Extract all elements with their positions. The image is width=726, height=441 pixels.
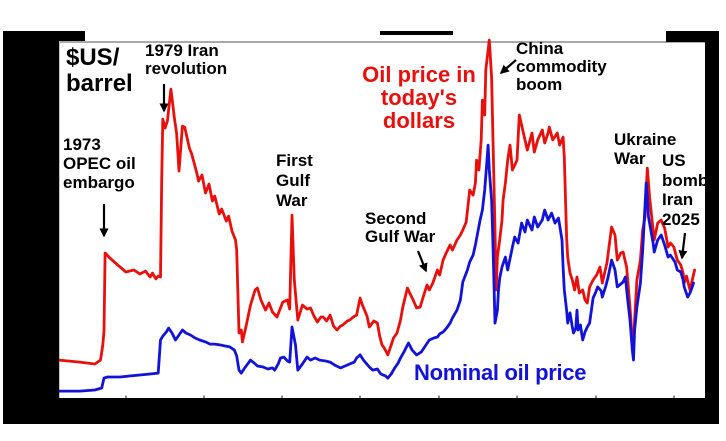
frame-right-band xyxy=(705,31,719,424)
nominal-series-label: Nominal oil price xyxy=(414,360,587,385)
frame-top-middle-stub xyxy=(380,31,453,35)
annotation-second-gulf-war: Second Gulf War xyxy=(365,209,436,246)
real-series-label: Oil price in today's dollars xyxy=(362,62,476,133)
annotation-first-gulf-war: First Gulf War xyxy=(276,151,313,210)
annotation-opec-embargo: 1973 OPEC oil embargo xyxy=(63,135,136,192)
frame-top-left-stub xyxy=(3,31,85,41)
frame-top-right-stub xyxy=(666,31,719,42)
annotation-iran-revolution: 1979 Iran revolution xyxy=(145,41,228,78)
frame-bottom-band xyxy=(3,398,719,424)
annotation-china-boom: China commodity boom xyxy=(516,39,607,94)
frame-left-band xyxy=(3,31,59,424)
y-axis-unit-label: $US/ barrel xyxy=(66,44,133,97)
